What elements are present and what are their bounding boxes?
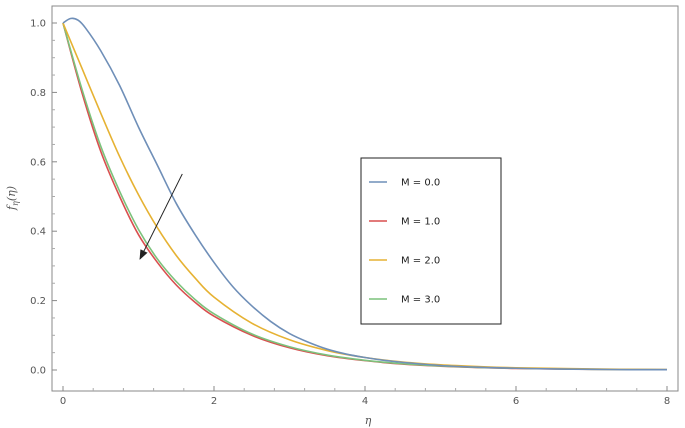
legend: M = 0.0 M = 1.0 M = 2.0 M = 3.0 <box>360 157 502 325</box>
y-tick-label: 0.6 <box>30 157 46 168</box>
y-axis-ticks: 0.0 0.2 0.4 0.6 0.8 1.0 <box>30 19 57 377</box>
series-lines <box>62 17 668 371</box>
x-tick-label: 0 <box>60 396 66 407</box>
series-line-0 <box>62 17 668 371</box>
annotation-arrow <box>139 173 183 260</box>
legend-box <box>360 157 502 325</box>
legend-label-2: M = 2.0 <box>401 256 440 267</box>
y-tick-label: 0.2 <box>30 296 46 307</box>
x-tick-label: 8 <box>664 396 670 407</box>
x-tick-label: 6 <box>513 396 519 407</box>
legend-label-3: M = 3.0 <box>401 295 440 306</box>
x-tick-label: 2 <box>211 396 217 407</box>
x-tick-label: 4 <box>362 396 368 407</box>
legend-label-0: M = 0.0 <box>401 178 440 189</box>
x-axis-label: η <box>365 414 372 427</box>
y-tick-label: 0.8 <box>30 88 46 99</box>
y-tick-label: 0.4 <box>30 227 46 238</box>
x-axis-ticks: 0 2 4 6 8 <box>60 386 670 407</box>
legend-label-1: M = 1.0 <box>401 217 440 228</box>
y-tick-label: 0.0 <box>30 366 46 377</box>
y-axis-label: fη(η) <box>5 186 20 211</box>
y-tick-label: 1.0 <box>30 19 46 30</box>
